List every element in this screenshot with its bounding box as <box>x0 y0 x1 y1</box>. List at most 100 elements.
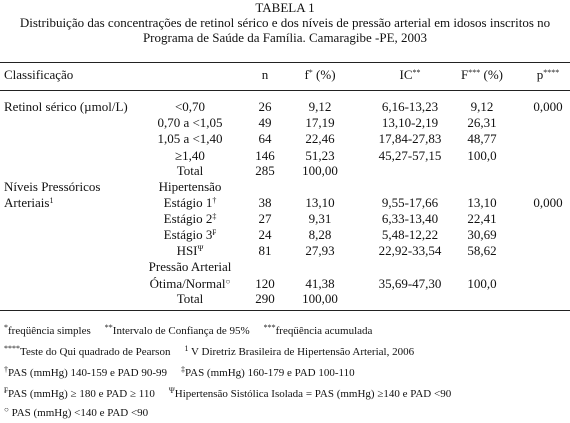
cell-text: Estágio 2 <box>163 211 213 226</box>
cell: IC** <box>360 68 460 82</box>
footnote: ₣PAS (mmHg) ≥ 180 e PAD ≥ 110 <box>4 386 155 401</box>
cell-value: 22,41 <box>467 211 497 226</box>
superscript: ** <box>104 323 113 332</box>
title-line: Programa de Saúde da Família. Camaragibe… <box>142 30 428 45</box>
cell-text: <0,70 <box>174 99 206 114</box>
superscript: Ψ <box>197 244 204 253</box>
superscript: *** <box>468 68 481 77</box>
cell-value: 38 <box>258 195 272 210</box>
footnote: †PAS (mmHg) 140-159 e PAD 90-99 <box>4 365 168 380</box>
rule <box>0 310 570 311</box>
cell-value: 24 <box>258 227 272 242</box>
cell-text: Retinol sérico (µmol/L) <box>4 99 128 114</box>
cell: Total <box>130 164 250 178</box>
footnote-line: *freqüência simples **Intervalo de Confia… <box>4 324 386 338</box>
cell-value: 0,000 <box>533 99 563 114</box>
cell-text: Classificação <box>4 67 74 82</box>
cell: Classificação <box>4 68 73 82</box>
footnote-text: Intervalo de Confiança de 95% <box>112 325 250 337</box>
rule <box>0 90 570 91</box>
superscript: † <box>4 365 8 374</box>
footnote-text: Teste do Qui quadrado de Pearson <box>20 346 171 358</box>
footnote: **Intervalo de Confiança de 95% <box>104 323 250 338</box>
footnote-line: ₣PAS (mmHg) ≥ 180 e PAD ≥ 110 ΨHipertensã… <box>4 387 465 401</box>
superscript: *** <box>263 323 276 332</box>
cell: F*** (%) <box>432 68 532 82</box>
footnote-text: Hipertensão Sistólica Isolada = PAS (mmH… <box>174 388 452 400</box>
cell-value: 27 <box>258 211 272 226</box>
cell-text: Total <box>176 291 204 306</box>
cell-text: Níveis Pressóricos <box>4 179 101 194</box>
superscript: 1 <box>49 196 54 205</box>
superscript: ‡ <box>181 365 186 374</box>
cell-value: 9,12 <box>308 99 332 114</box>
cell: <0,70 <box>130 100 250 114</box>
cell-value: 22,92-33,54 <box>378 243 442 258</box>
cell: Ótima/Normal○ <box>130 277 250 291</box>
cell-value: 22,46 <box>305 131 335 146</box>
footnote-text: PAS (mmHg) <140 e PAD <90 <box>8 407 149 419</box>
cell: Retinol sérico (µmol/L) <box>4 100 128 114</box>
cell: Total <box>130 292 250 306</box>
cell-value: 81 <box>258 243 272 258</box>
cell-value: 9,12 <box>470 99 494 114</box>
cell: Pressão Arterial <box>130 260 250 274</box>
cell-value: 285 <box>255 163 275 178</box>
footnote: ‡PAS (mmHg) 160-179 e PAD 100-110 <box>181 365 355 380</box>
footnote-text: PAS (mmHg) 140-159 e PAD 90-99 <box>8 367 168 379</box>
footnote-text: freqüência simples <box>8 325 91 337</box>
footnote: *freqüência simples <box>4 324 91 338</box>
cell: Estágio 3₣ <box>130 228 250 242</box>
cell: Níveis Pressóricos <box>4 180 100 194</box>
cell-value: 120 <box>255 276 275 291</box>
superscript: ** <box>412 68 421 77</box>
superscript: 1 <box>184 344 189 353</box>
footnote: ΨHipertensão Sistólica Isolada = PAS (mm… <box>168 386 452 401</box>
cell: HSIΨ <box>130 244 250 258</box>
superscript: Ψ <box>168 386 175 395</box>
superscript: ₣ <box>212 228 217 237</box>
cell-value: 41,38 <box>305 276 335 291</box>
cell: p**** <box>498 68 570 82</box>
cell: n <box>215 68 315 82</box>
cell: Estágio 1† <box>130 196 250 210</box>
cell-value: 13,10-2,19 <box>381 115 439 130</box>
cell-value: 30,69 <box>467 227 497 242</box>
cell-value: 49 <box>258 115 272 130</box>
footnote-text: PAS (mmHg) 160-179 e PAD 100-110 <box>185 367 355 379</box>
cell-value: 100,00 <box>302 291 338 306</box>
footnote: ***freqüência acumulada <box>263 323 373 338</box>
footnote-text: V Diretriz Brasileira de Hipertensão Art… <box>188 346 415 358</box>
cell-text: F <box>461 67 469 82</box>
cell: Hipertensão <box>130 180 250 194</box>
cell-value: 58,62 <box>467 243 497 258</box>
cell-text: Estágio 1 <box>163 195 213 210</box>
cell: 0,70 a <1,05 <box>130 116 250 130</box>
cell-value: 51,23 <box>305 148 335 163</box>
superscript: ‡ <box>212 212 217 221</box>
footnote-line: ****Teste do Qui quadrado de Pearson 1 V … <box>4 345 428 359</box>
cell-text: (%) <box>480 67 503 82</box>
cell: ≥1,40 <box>130 149 250 163</box>
superscript: ₣ <box>4 386 8 395</box>
cell-value: 35,69-47,30 <box>378 276 442 291</box>
cell-value: 100,0 <box>467 276 497 291</box>
cell-value: 5,48-12,22 <box>381 227 439 242</box>
cell-text: Ótima/Normal <box>149 276 226 291</box>
cell-text: Total <box>176 163 204 178</box>
superscript: ○ <box>4 405 9 414</box>
footnote-text: freqüência acumulada <box>275 325 373 337</box>
cell-value: 6,16-13,23 <box>381 99 439 114</box>
cell-value: 9,31 <box>308 211 332 226</box>
cell-text: ≥1,40 <box>175 148 205 163</box>
cell-value: 13,10 <box>467 195 497 210</box>
cell-value: 45,27-57,15 <box>378 148 442 163</box>
cell-value: 27,93 <box>305 243 335 258</box>
cell-value: 26,31 <box>467 115 497 130</box>
cell-text: (%) <box>312 67 336 82</box>
cell: Arteriais1 <box>4 196 53 210</box>
footnote: ○ PAS (mmHg) <140 e PAD <90 <box>4 405 149 420</box>
cell-value: 48,77 <box>467 131 497 146</box>
superscript: † <box>212 196 217 205</box>
